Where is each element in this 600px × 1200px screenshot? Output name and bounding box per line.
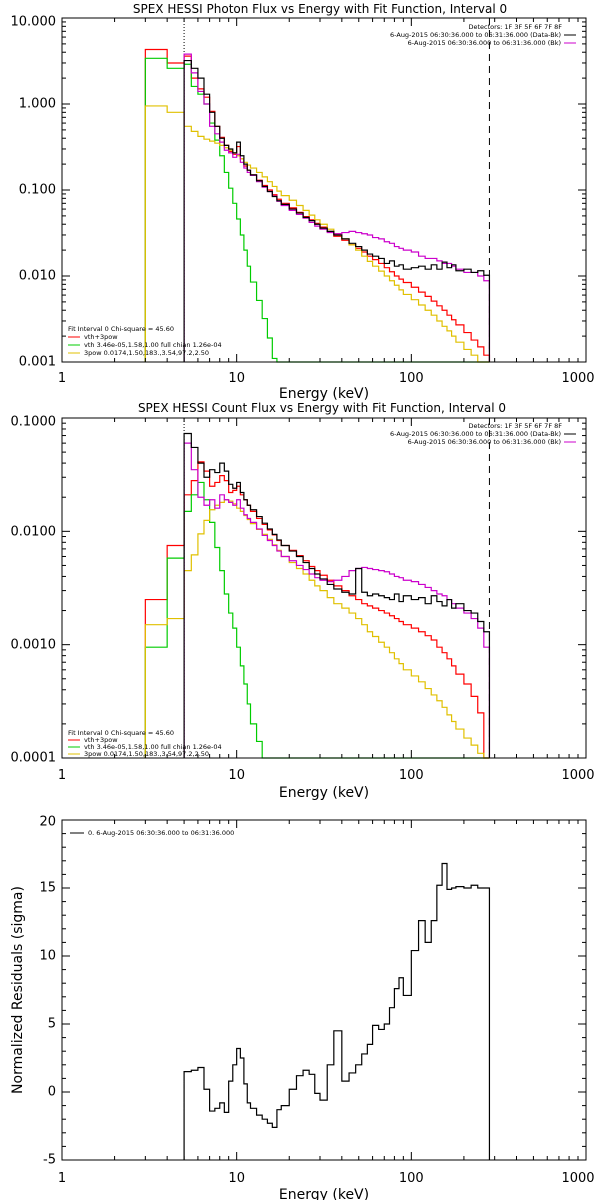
legend-entry: 3pow 0.0174,1.50,183.,3.54,97.2,2.50: [84, 750, 209, 758]
y-tick-label: 0.0100: [11, 525, 57, 540]
y-tick-label: 20: [39, 815, 56, 830]
panel3-ylabel: Normalized Residuals (sigma): [10, 886, 26, 1094]
panel3-ticks: [61, 819, 587, 1161]
series-fit_total: [144, 48, 491, 362]
panel3-x-tick-labels: 1 10 100 1000: [58, 1171, 595, 1186]
y-tick-label: 0.100: [19, 183, 56, 198]
panel3-series: [183, 862, 491, 1160]
frame-overlay: [61, 417, 587, 759]
x-tick-label: 1000: [561, 768, 594, 783]
x-tick-label: 1: [58, 1171, 66, 1186]
y-tick-label: 0.0001: [11, 751, 57, 766]
legend-entry: vth 3.46e-05,1.58,1.00 full chian 1.26e-…: [84, 743, 222, 751]
series-bk: [183, 53, 491, 362]
series-powerlaw: [144, 105, 490, 363]
panel2-y-tick-labels: 0.0001 0.0010 0.0100 0.1000: [11, 415, 57, 766]
y-tick-label: 5: [48, 1017, 56, 1032]
legend-entry: 6-Aug-2015 06:30:36.000 to 06:31:36.000 …: [408, 438, 561, 446]
legend-entry: 6-Aug-2015 06:30:36.000 to 06:31:36.000 …: [390, 430, 561, 438]
series-thermal: [144, 57, 490, 363]
legend-header: Fit Interval 0 Chi-square = 45.60: [68, 325, 174, 333]
y-tick-label: 0: [48, 1085, 56, 1100]
panel1-y-tick-labels: 0.001 0.010 0.100 1.000 10.000: [11, 15, 57, 370]
panel3-legend: 0. 6-Aug-2015 06:30:36.000 to 06:31:36.0…: [70, 829, 234, 837]
y-tick-label: 0.010: [19, 269, 56, 284]
panel2-xlabel: Energy (keV): [279, 785, 369, 801]
panel1-xlabel: Energy (keV): [279, 386, 369, 402]
panel1-ticks: [61, 17, 587, 363]
photon-flux-panel: SPEX HESSI Photon Flux vs Energy with Fi…: [11, 2, 595, 402]
y-tick-label: 15: [39, 881, 56, 896]
x-tick-label: 100: [399, 768, 424, 783]
series-data: [183, 432, 491, 758]
panel3-frame: [61, 819, 587, 1161]
y-tick-label: 10: [39, 949, 56, 964]
x-tick-label: 1: [58, 768, 66, 783]
panel1-legend-topright: Detectors: 1F 3F 5F 6F 7F 8F 6-Aug-2015 …: [390, 23, 576, 47]
panel1-legend-bottomleft: Fit Interval 0 Chi-square = 45.60 vth+3p…: [68, 325, 222, 357]
panel2-frame: [61, 417, 587, 759]
y-tick-label: -5: [43, 1153, 56, 1168]
series-powerlaw: [144, 499, 490, 759]
y-tick-label: 0.1000: [11, 415, 57, 430]
panel2-series: [144, 418, 491, 759]
legend-entry: 6-Aug-2015 06:30:36.000 to 06:31:36.000 …: [390, 31, 561, 39]
legend-header: Detectors: 1F 3F 5F 6F 7F 8F: [468, 23, 562, 31]
panel2-legend-topright: Detectors: 1F 3F 5F 6F 7F 8F 6-Aug-2015 …: [390, 422, 576, 446]
legend-entry: vth+3pow: [84, 736, 118, 744]
y-tick-label: 1.000: [19, 97, 56, 112]
series-thermal: [144, 481, 490, 759]
panel1-frame: [61, 17, 587, 363]
y-tick-label: 10.000: [11, 15, 57, 30]
x-tick-label: 1: [58, 371, 66, 386]
panel3-xlabel: Energy (keV): [279, 1187, 369, 1200]
series-bk: [183, 442, 491, 758]
panel3-y-tick-labels: -5 0 5 10 15 20: [39, 815, 56, 1168]
series-data: [183, 59, 491, 362]
legend-entry: 6-Aug-2015 06:30:36.000 to 06:31:36.000 …: [408, 39, 561, 47]
panel1-title: SPEX HESSI Photon Flux vs Energy with Fi…: [133, 2, 507, 16]
legend-entry: vth+3pow: [84, 333, 118, 341]
y-tick-label: 0.001: [19, 355, 56, 370]
frame-overlay: [61, 17, 587, 363]
frame-overlay: [61, 819, 587, 1161]
panel2-legend-bottomleft: Fit Interval 0 Chi-square = 45.60 vth+3p…: [68, 729, 222, 758]
x-tick-label: 10: [228, 768, 245, 783]
series-data: [183, 862, 491, 1160]
residuals-panel: 1 10 100 1000 Energy (keV) Normalized Re…: [10, 815, 595, 1200]
x-tick-label: 100: [399, 1171, 424, 1186]
panel2-title: SPEX HESSI Count Flux vs Energy with Fit…: [138, 401, 506, 415]
legend-header: Detectors: 1F 3F 5F 6F 7F 8F: [468, 422, 562, 430]
series-fit_total: [144, 461, 490, 759]
x-tick-label: 10: [228, 371, 245, 386]
x-tick-label: 1000: [561, 371, 594, 386]
legend-entry: 0. 6-Aug-2015 06:30:36.000 to 06:31:36.0…: [88, 829, 234, 837]
y-tick-label: 0.0010: [11, 638, 57, 653]
panel1-x-tick-labels: 1 10 100 1000: [58, 371, 595, 386]
legend-header: Fit Interval 0 Chi-square = 45.60: [68, 729, 174, 737]
x-tick-label: 100: [399, 371, 424, 386]
legend-entry: vth 3.46e-05,1.58,1.00 full chian 1.26e-…: [84, 341, 222, 349]
count-flux-panel: SPEX HESSI Count Flux vs Energy with Fit…: [11, 401, 595, 801]
panel2-x-tick-labels: 1 10 100 1000: [58, 768, 595, 783]
panel1-series: [144, 18, 491, 363]
legend-entry: 3pow 0.0174,1.50,183.,3.54,97.2,2.50: [84, 349, 209, 357]
panel2-ticks: [61, 417, 587, 759]
x-tick-label: 1000: [561, 1171, 594, 1186]
x-tick-label: 10: [228, 1171, 245, 1186]
